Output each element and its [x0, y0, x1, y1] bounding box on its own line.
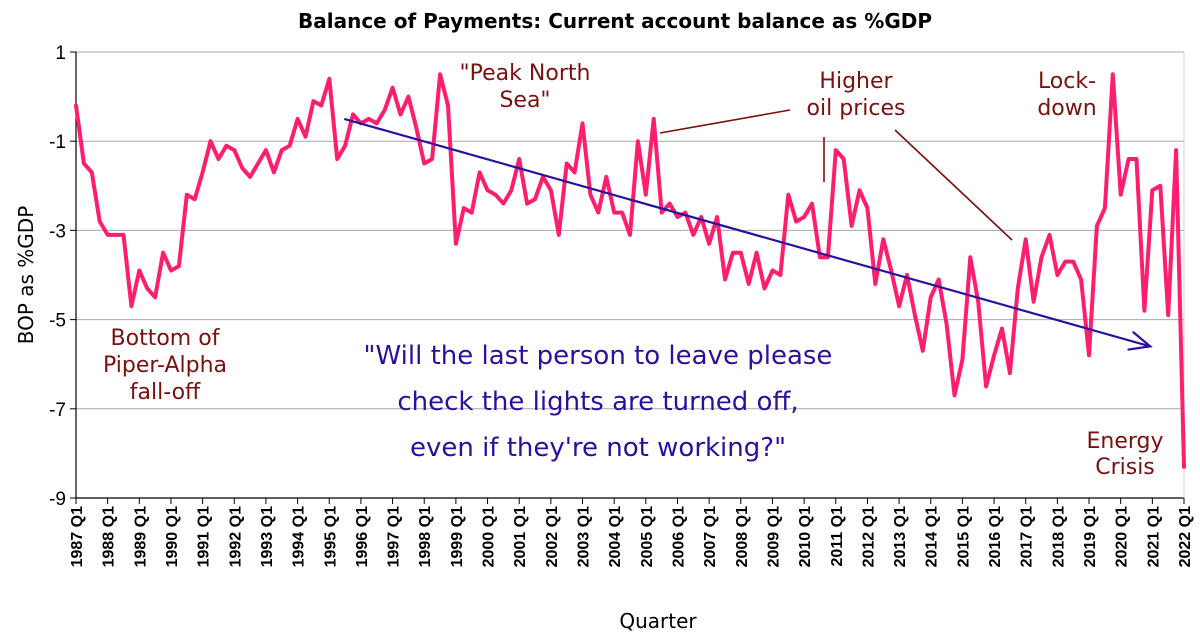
x-tick-label: 2006 Q1 — [670, 506, 687, 567]
x-tick-label: 2014 Q1 — [924, 506, 941, 567]
x-tick-label: 2017 Q1 — [1019, 506, 1036, 567]
x-tick-label: 2022 Q1 — [1177, 506, 1194, 567]
annotation-line: oil prices — [807, 96, 906, 121]
y-tick-label: -7 — [49, 400, 66, 421]
x-tick-label: 2002 Q1 — [544, 506, 561, 567]
annotation-line: "Peak North — [460, 61, 591, 86]
annotation-line: Bottom of — [111, 326, 221, 351]
chart-title: Balance of Payments: Current account bal… — [298, 9, 932, 33]
x-tick-label: 2004 Q1 — [607, 506, 624, 567]
y-tick-label: 1 — [55, 43, 66, 64]
x-tick-label: 1993 Q1 — [259, 506, 276, 567]
series-layer — [74, 72, 1186, 469]
annotation-peak-north-sea: "Peak North Sea" — [460, 61, 591, 113]
annotation-line: Higher — [819, 69, 893, 94]
x-tick-label: 1991 Q1 — [196, 506, 213, 567]
x-tick-label: 2000 Q1 — [481, 506, 498, 567]
x-tick-label: 1990 Q1 — [164, 506, 181, 567]
gridlines — [75, 51, 1185, 499]
x-tick-label: 2008 Q1 — [734, 506, 751, 567]
x-tick-label: 2005 Q1 — [639, 506, 656, 567]
y-tick-label: -1 — [49, 132, 66, 153]
x-tick-label: 2021 Q1 — [1145, 506, 1162, 567]
x-tick-label: 2009 Q1 — [765, 506, 782, 567]
trend-line — [343, 117, 1151, 348]
annotation-pointer — [894, 129, 1013, 241]
annotation-line: check the lights are turned off, — [397, 387, 798, 417]
annotation-line: even if they're not working?" — [410, 433, 786, 463]
x-tick-label: 2007 Q1 — [702, 506, 719, 567]
x-tick-label: 1989 Q1 — [132, 506, 149, 567]
annotation-line: "Will the last person to leave please — [364, 341, 833, 371]
x-tick-label: 1999 Q1 — [449, 506, 466, 567]
annotation-higher-oil-prices: Higher oil prices — [807, 69, 906, 121]
y-tick-label: -5 — [49, 311, 66, 332]
annotation-line: Energy — [1086, 429, 1163, 454]
x-tick-label: 2019 Q1 — [1082, 506, 1099, 567]
annotation-piper-alpha: Bottom of Piper-Alpha fall-off — [103, 326, 227, 405]
annotation-quote: "Will the last person to leave please che… — [364, 341, 833, 463]
annotation-energy-crisis: Energy Crisis — [1086, 429, 1163, 480]
annotation-line: fall-off — [130, 380, 201, 405]
x-tick-label: 2015 Q1 — [955, 506, 972, 567]
x-tick-label: 2011 Q1 — [829, 506, 846, 567]
x-tick-label: 1988 Q1 — [101, 506, 118, 567]
x-tick-label: 1987 Q1 — [69, 506, 86, 567]
annotation-line: Sea" — [499, 88, 550, 113]
x-tick-label: 2001 Q1 — [512, 506, 529, 567]
x-tick-label: 1994 Q1 — [291, 506, 308, 567]
trend-arrowhead — [1127, 331, 1153, 351]
x-axis-title: Quarter — [619, 609, 697, 633]
annotation-line: Piper-Alpha — [103, 353, 227, 378]
x-tick-label: 1997 Q1 — [386, 506, 403, 567]
annotation-line: Lock- — [1038, 69, 1096, 94]
y-tick-label: -3 — [49, 221, 66, 242]
x-tick-label: 2010 Q1 — [797, 506, 814, 567]
annotations: Bottom of Piper-Alpha fall-off "Peak North S… — [103, 61, 1164, 480]
annotation-line: Crisis — [1095, 455, 1155, 480]
x-tick-label: 2018 Q1 — [1050, 506, 1067, 567]
x-tick-label: 1995 Q1 — [322, 506, 339, 567]
x-tick-label: 1998 Q1 — [417, 506, 434, 567]
annotation-lockdown: Lock-down — [1037, 69, 1096, 121]
annotation-pointer — [659, 109, 791, 134]
x-tick-label: 2016 Q1 — [987, 506, 1004, 567]
annotation-line: down — [1037, 96, 1096, 121]
x-tick-label: 2012 Q1 — [860, 506, 877, 567]
y-axis-title: BOP as %GDP — [14, 206, 38, 345]
x-tick-label: 2013 Q1 — [892, 506, 909, 567]
x-tick-label: 1992 Q1 — [227, 506, 244, 567]
x-tick-label: 2020 Q1 — [1114, 506, 1131, 567]
y-tick-label: -9 — [49, 489, 66, 510]
bop-series-line — [74, 72, 1186, 469]
y-axis-ticks: 1 -1 -3 -5 -7 -9 — [49, 43, 76, 510]
x-axis-ticks: 1987 Q1 1988 Q1 1989 Q1 1990 Q1 1991 Q1 1992 … — [69, 498, 1194, 567]
x-tick-label: 1996 Q1 — [354, 506, 371, 567]
x-tick-label: 2003 Q1 — [576, 506, 593, 567]
